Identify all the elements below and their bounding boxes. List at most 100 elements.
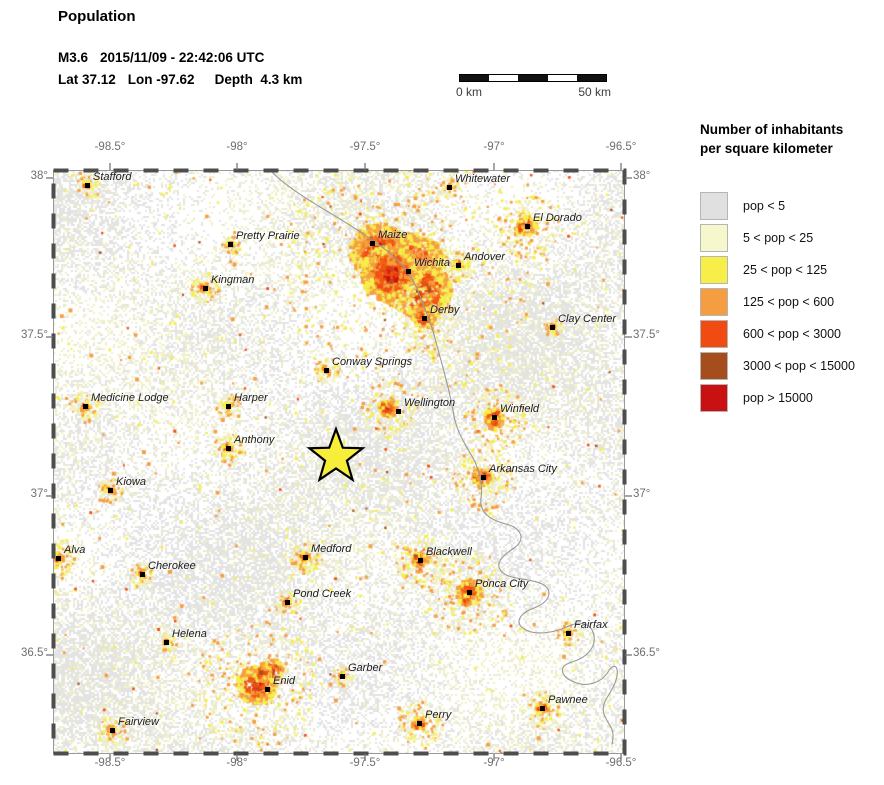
- page-title: Population: [58, 8, 136, 25]
- city-label-andover: Andover: [464, 251, 505, 263]
- city-marker-derby: [422, 316, 427, 321]
- axis-label-longitude: -97°: [483, 141, 505, 153]
- axis-label-latitude: 37.5°: [21, 329, 48, 341]
- city-label-conway-springs: Conway Springs: [332, 356, 413, 368]
- city-label-garber: Garber: [348, 662, 383, 674]
- city-label-arkansas-city: Arkansas City: [489, 463, 557, 475]
- legend-row: 5 < pop < 25: [700, 223, 884, 252]
- city-marker-harper: [226, 404, 231, 409]
- city-marker-anthony: [226, 446, 231, 451]
- event-latitude: Lat 37.12: [58, 72, 116, 87]
- city-marker-alva: [56, 556, 61, 561]
- city-label-cherokee: Cherokee: [148, 560, 196, 572]
- city-label-medford: Medford: [311, 543, 352, 555]
- axis-label-latitude: 38°: [633, 170, 651, 182]
- scale-bar: 0 km 50 km: [456, 72, 611, 102]
- city-label-kingman: Kingman: [211, 274, 255, 286]
- city-marker-cherokee: [140, 572, 145, 577]
- city-marker-helena: [164, 640, 169, 645]
- axis-label-longitude: -97.5°: [349, 141, 381, 153]
- legend-row: 25 < pop < 125: [700, 255, 884, 284]
- city-label-clay-center: Clay Center: [558, 313, 617, 325]
- axis-label-latitude: 36.5°: [633, 647, 660, 659]
- city-marker-enid: [265, 687, 270, 692]
- axis-label-longitude: -98°: [226, 757, 248, 769]
- axis-label-longitude: -97°: [483, 757, 505, 769]
- scale-bar-segment: [576, 75, 607, 81]
- legend-row: 3000 < pop < 15000: [700, 351, 884, 380]
- city-marker-garber: [340, 674, 345, 679]
- city-marker-andover: [456, 263, 461, 268]
- scale-bar-graphic: [459, 74, 607, 82]
- legend-label: pop < 5: [743, 198, 786, 213]
- city-label-ponca-city: Ponca City: [475, 578, 529, 590]
- legend-color-swatch: [700, 223, 728, 252]
- legend-title: Number of inhabitants per square kilomet…: [700, 120, 884, 158]
- city-marker-wellington: [396, 409, 401, 414]
- legend-row: pop < 5: [700, 191, 884, 220]
- axis-label-longitude: -98.5°: [94, 141, 126, 153]
- city-label-pond-creek: Pond Creek: [293, 588, 352, 600]
- event-magnitude: M3.6: [58, 50, 89, 65]
- legend-title-line1: Number of inhabitants: [700, 122, 844, 137]
- axis-label-latitude: 37°: [30, 488, 48, 500]
- city-label-wichita: Wichita: [414, 257, 450, 269]
- legend-label: 125 < pop < 600: [743, 294, 835, 309]
- city-marker-conway-springs: [324, 368, 329, 373]
- legend-color-swatch: [700, 351, 728, 380]
- city-marker-medford: [303, 555, 308, 560]
- city-marker-stafford: [85, 183, 90, 188]
- legend-color-swatch: [700, 319, 728, 348]
- event-longitude: Lon -97.62: [127, 72, 195, 87]
- city-label-el-dorado: El Dorado: [533, 212, 582, 224]
- city-label-whitewater: Whitewater: [455, 173, 511, 185]
- event-info-line: M3.6 2015/11/09 - 22:42:06 UTC: [58, 50, 264, 65]
- legend-color-swatch: [700, 287, 728, 316]
- scale-bar-segment: [518, 75, 548, 81]
- legend-items: pop < 5 5 < pop < 25 25 < pop < 125 125 < p…: [700, 191, 884, 412]
- city-label-maize: Maize: [378, 229, 408, 241]
- scale-bar-zero-label: 0 km: [456, 85, 483, 99]
- legend-row: 125 < pop < 600: [700, 287, 884, 316]
- city-label-fairview: Fairview: [118, 716, 159, 728]
- city-label-pretty-prairie: Pretty Prairie: [236, 230, 300, 242]
- event-location-line: Lat 37.12 Lon -97.62 Depth 4.3 km: [58, 72, 302, 87]
- city-marker-perry: [417, 721, 422, 726]
- city-label-perry: Perry: [425, 709, 452, 721]
- city-label-kiowa: Kiowa: [116, 476, 146, 488]
- axis-label-latitude: 38°: [30, 170, 48, 182]
- city-marker-ponca-city: [467, 590, 472, 595]
- legend-label: 3000 < pop < 15000: [743, 358, 855, 373]
- city-marker-pond-creek: [285, 600, 290, 605]
- city-label-medicine-lodge: Medicine Lodge: [91, 392, 169, 404]
- population-density-raster: [53, 170, 625, 754]
- axis-label-latitude: 37°: [633, 488, 651, 500]
- city-marker-kiowa: [108, 488, 113, 493]
- axis-label-longitude: -98.5°: [94, 757, 126, 769]
- event-depth: Depth 4.3 km: [214, 72, 303, 87]
- city-marker-kingman: [203, 286, 208, 291]
- legend-label: 600 < pop < 3000: [743, 326, 842, 341]
- legend-label: pop > 15000: [743, 390, 813, 405]
- city-label-harper: Harper: [234, 392, 268, 404]
- city-marker-pawnee: [540, 706, 545, 711]
- city-label-anthony: Anthony: [234, 434, 275, 446]
- legend-label: 25 < pop < 125: [743, 262, 828, 277]
- city-marker-pretty-prairie: [228, 242, 233, 247]
- legend-row: 600 < pop < 3000: [700, 319, 884, 348]
- city-marker-fairfax: [566, 631, 571, 636]
- city-marker-wichita: [406, 269, 411, 274]
- city-marker-medicine-lodge: [83, 404, 88, 409]
- scale-bar-segment: [460, 75, 490, 81]
- city-label-fairfax: Fairfax: [574, 619, 608, 631]
- city-marker-fairview: [110, 728, 115, 733]
- city-label-blackwell: Blackwell: [426, 546, 472, 558]
- axis-label-latitude: 37.5°: [633, 329, 660, 341]
- city-marker-el-dorado: [525, 224, 530, 229]
- legend-label: 5 < pop < 25: [743, 230, 814, 245]
- event-datetime: 2015/11/09 - 22:42:06 UTC: [100, 50, 265, 65]
- axis-label-longitude: -98°: [226, 141, 248, 153]
- city-label-helena: Helena: [172, 628, 207, 640]
- axis-label-longitude: -96.5°: [605, 141, 637, 153]
